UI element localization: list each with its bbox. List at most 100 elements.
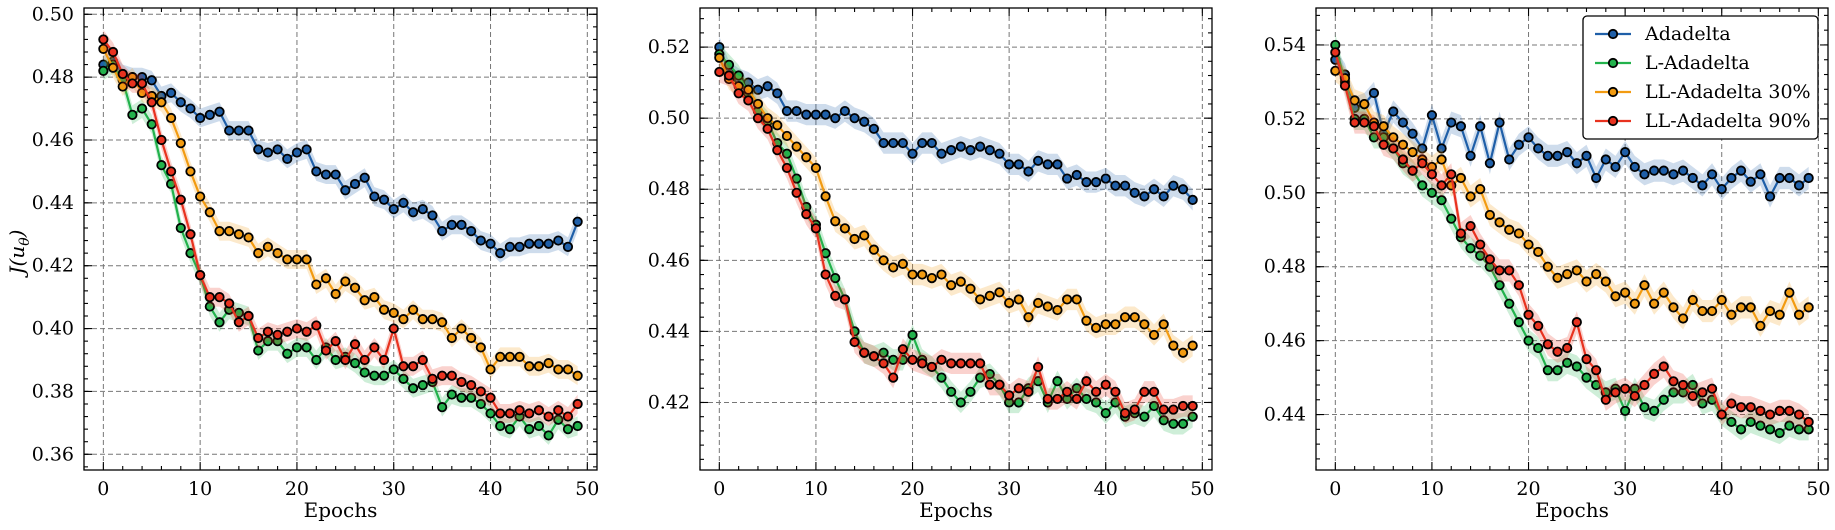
data-point — [1013, 397, 1024, 408]
data-point — [1610, 161, 1621, 173]
data-point — [1803, 302, 1814, 313]
series-band — [719, 36, 1193, 211]
data-point — [1033, 361, 1044, 373]
data-point — [407, 383, 419, 394]
data-point — [1793, 424, 1805, 435]
data-point — [994, 287, 1005, 298]
data-point — [543, 238, 554, 249]
data-point — [839, 294, 851, 305]
data-point — [1397, 139, 1409, 150]
data-point — [1706, 383, 1718, 394]
data-point — [752, 84, 764, 95]
data-point — [1494, 217, 1505, 228]
data-point — [320, 273, 332, 284]
data-point — [1465, 191, 1476, 202]
data-point — [1494, 280, 1505, 291]
data-point — [926, 272, 937, 284]
data-point — [1668, 387, 1679, 398]
data-point — [849, 233, 860, 245]
data-point — [1368, 132, 1380, 143]
y-tick-label: 0.50 — [648, 107, 690, 129]
data-point — [917, 137, 928, 149]
series-band — [103, 30, 578, 426]
data-point — [1755, 420, 1766, 431]
data-point — [1168, 340, 1179, 351]
data-point — [1639, 169, 1650, 180]
data-point — [965, 283, 976, 294]
data-point — [282, 254, 293, 265]
series-ll-adadelta-90 — [1330, 41, 1814, 434]
data-point — [437, 370, 448, 381]
data-point — [1417, 158, 1428, 169]
data-point — [1119, 408, 1131, 419]
legend-item-ll-adadelta-90: LL-Adadelta 90% — [1595, 110, 1811, 132]
data-point — [495, 420, 506, 432]
data-point — [1745, 302, 1756, 313]
data-point — [791, 187, 802, 198]
data-point — [975, 294, 986, 305]
data-point — [533, 238, 545, 249]
data-point — [291, 147, 303, 158]
data-point — [1023, 386, 1034, 397]
data-point — [1148, 184, 1160, 195]
data-point — [820, 269, 831, 280]
plot-frame — [1315, 7, 1829, 471]
data-point — [1504, 224, 1515, 235]
data-point — [801, 152, 812, 163]
data-point — [1677, 379, 1689, 391]
data-point — [204, 207, 215, 218]
data-point — [311, 279, 322, 290]
data-point — [1610, 291, 1621, 302]
data-point — [1013, 159, 1024, 170]
data-point — [791, 141, 802, 152]
data-point — [810, 162, 822, 174]
data-point — [955, 358, 966, 369]
data-point — [504, 241, 515, 252]
data-point — [1081, 376, 1092, 387]
data-point — [1784, 420, 1795, 431]
data-point — [369, 342, 380, 353]
data-point — [926, 137, 937, 149]
series-l-adadelta — [98, 55, 583, 445]
data-point — [1764, 305, 1776, 317]
data-point — [1475, 250, 1486, 261]
data-point — [1187, 340, 1198, 351]
data-point — [1119, 180, 1131, 191]
data-point — [1600, 276, 1611, 287]
data-point — [1745, 416, 1756, 428]
data-point — [1562, 357, 1573, 368]
data-point — [1071, 294, 1082, 305]
data-point — [553, 414, 564, 425]
data-point — [98, 43, 109, 54]
data-point — [1052, 376, 1063, 387]
data-point — [1726, 416, 1737, 428]
data-point — [204, 292, 215, 303]
data-point — [1148, 400, 1160, 412]
data-point — [1090, 322, 1102, 333]
data-point — [1139, 319, 1150, 330]
plot-frame — [699, 7, 1213, 471]
data-point — [1571, 361, 1582, 372]
data-point — [166, 112, 177, 124]
data-point — [1687, 379, 1698, 391]
data-point — [1677, 313, 1689, 324]
y-axis-title: J(uθ) — [5, 230, 33, 279]
data-point — [1668, 302, 1679, 313]
data-point — [849, 336, 860, 348]
data-point — [524, 408, 535, 419]
data-point — [243, 232, 254, 243]
x-tick-label: 40 — [478, 478, 502, 500]
data-point — [253, 332, 264, 344]
data-point — [1677, 165, 1689, 176]
data-point — [1504, 298, 1515, 309]
axis-ticks — [1315, 8, 1828, 470]
data-point — [839, 223, 851, 234]
data-point — [1071, 169, 1082, 181]
data-point — [1687, 390, 1698, 402]
data-point — [1119, 312, 1131, 323]
data-point — [1629, 161, 1640, 173]
data-point — [446, 370, 457, 381]
x-tick-label: 10 — [1420, 478, 1444, 500]
data-point — [369, 370, 380, 381]
svg-text:Adadelta: Adadelta — [1644, 23, 1731, 45]
